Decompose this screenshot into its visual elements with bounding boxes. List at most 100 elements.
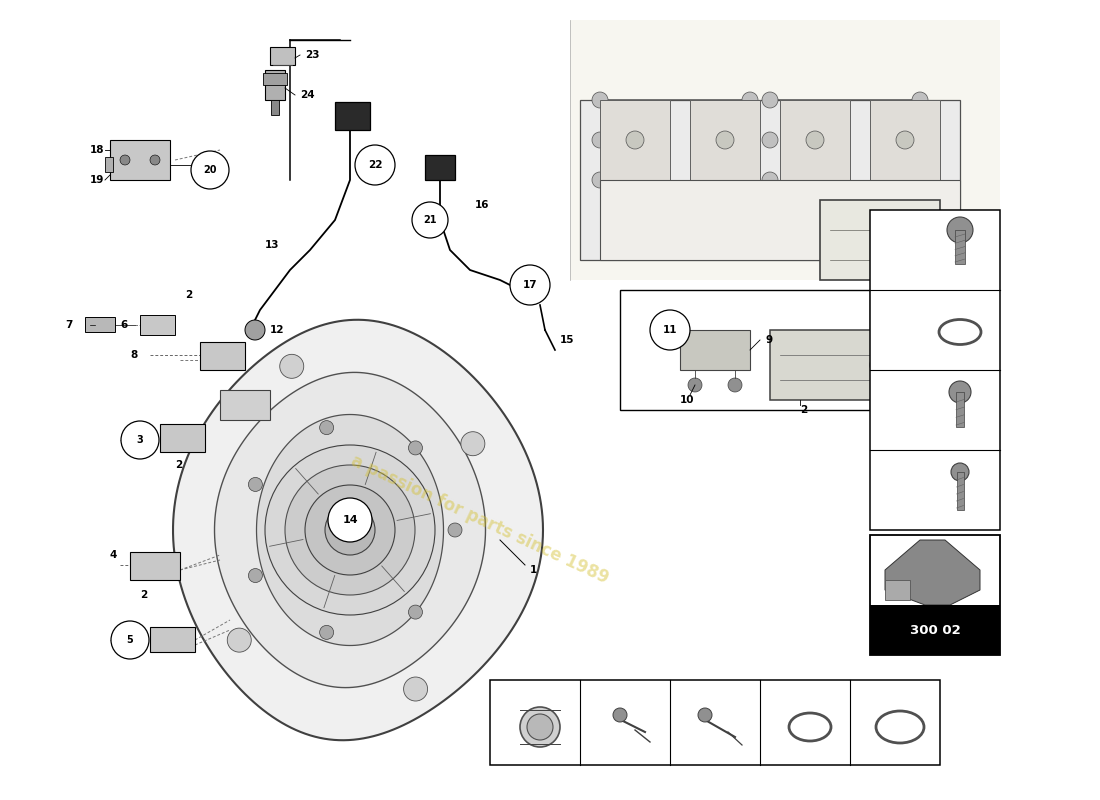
Circle shape	[320, 626, 333, 639]
Polygon shape	[570, 20, 1000, 280]
Circle shape	[592, 172, 608, 188]
Circle shape	[891, 346, 930, 384]
Bar	[870, 535, 1000, 655]
Polygon shape	[886, 580, 910, 600]
Bar	[690, 100, 760, 180]
Bar	[220, 390, 270, 420]
Bar	[104, 157, 113, 172]
Text: 2: 2	[140, 590, 147, 600]
Text: 10: 10	[680, 395, 694, 405]
Bar	[270, 47, 295, 65]
Circle shape	[249, 569, 263, 582]
Circle shape	[120, 155, 130, 165]
Circle shape	[952, 463, 969, 481]
Text: 14: 14	[858, 688, 872, 698]
Circle shape	[742, 132, 758, 148]
Circle shape	[896, 131, 914, 149]
Circle shape	[716, 131, 734, 149]
Circle shape	[613, 708, 627, 722]
Circle shape	[355, 145, 395, 185]
Circle shape	[412, 202, 448, 238]
Circle shape	[191, 151, 229, 189]
Text: 6: 6	[120, 320, 128, 330]
Text: 21: 21	[424, 215, 437, 225]
Text: 23: 23	[305, 50, 319, 60]
Text: 18: 18	[90, 145, 104, 155]
Bar	[580, 100, 960, 260]
Text: 24: 24	[300, 90, 315, 100]
Circle shape	[688, 378, 702, 392]
Bar	[200, 342, 245, 370]
Text: 20: 20	[204, 165, 217, 175]
Circle shape	[698, 708, 712, 722]
Circle shape	[870, 350, 900, 380]
Circle shape	[520, 707, 560, 747]
Bar	[956, 392, 964, 427]
Bar	[820, 200, 940, 280]
Text: 22: 22	[588, 688, 603, 698]
Bar	[271, 100, 279, 115]
Circle shape	[510, 265, 550, 305]
Bar	[490, 680, 940, 765]
Text: 21: 21	[678, 688, 693, 698]
Bar	[130, 552, 180, 580]
Circle shape	[279, 354, 304, 378]
Circle shape	[742, 92, 758, 108]
Bar	[955, 230, 965, 264]
Polygon shape	[173, 320, 543, 740]
Circle shape	[408, 441, 422, 455]
Circle shape	[305, 485, 395, 575]
Text: 22: 22	[367, 160, 383, 170]
Circle shape	[650, 310, 690, 350]
Bar	[600, 100, 670, 180]
Circle shape	[762, 92, 778, 108]
Circle shape	[912, 92, 928, 108]
Circle shape	[324, 505, 375, 555]
Circle shape	[626, 131, 644, 149]
Text: 3: 3	[136, 435, 143, 445]
Circle shape	[320, 421, 333, 434]
Circle shape	[249, 478, 263, 491]
Bar	[870, 605, 1000, 655]
Circle shape	[742, 172, 758, 188]
Bar	[110, 140, 170, 180]
Bar	[957, 472, 964, 510]
Circle shape	[121, 421, 160, 459]
Text: 11: 11	[768, 688, 782, 698]
Text: 11: 11	[662, 325, 678, 335]
Circle shape	[404, 677, 428, 701]
Circle shape	[265, 445, 434, 615]
Circle shape	[912, 172, 928, 188]
Bar	[336, 102, 370, 130]
Bar	[620, 290, 870, 410]
Text: 12: 12	[270, 325, 285, 335]
Text: 15: 15	[560, 335, 574, 345]
Text: 4: 4	[110, 550, 118, 560]
Bar	[870, 100, 940, 180]
Circle shape	[285, 465, 415, 595]
Text: 8: 8	[130, 350, 138, 360]
Circle shape	[408, 605, 422, 619]
Circle shape	[592, 132, 608, 148]
Bar	[265, 70, 285, 100]
Polygon shape	[256, 414, 443, 646]
Text: 2: 2	[175, 460, 183, 470]
Circle shape	[762, 172, 778, 188]
Text: 16: 16	[475, 200, 490, 210]
Circle shape	[111, 621, 148, 659]
Polygon shape	[214, 373, 485, 688]
Bar	[263, 73, 287, 85]
Circle shape	[762, 132, 778, 148]
Bar	[780, 100, 850, 180]
Text: 2: 2	[185, 290, 192, 300]
Circle shape	[527, 714, 553, 740]
Text: 13: 13	[265, 240, 279, 250]
Text: 14: 14	[342, 515, 358, 525]
Bar	[770, 330, 880, 400]
Bar	[85, 317, 116, 332]
Circle shape	[806, 131, 824, 149]
Text: 7: 7	[65, 320, 73, 330]
Circle shape	[947, 217, 974, 243]
Text: 5: 5	[878, 375, 886, 385]
Circle shape	[461, 432, 485, 456]
